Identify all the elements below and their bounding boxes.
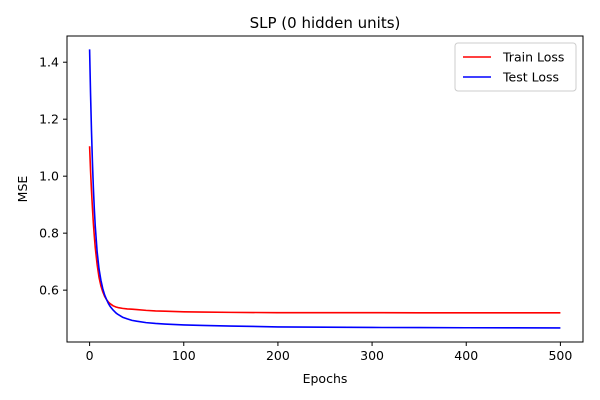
y-tick-label: 1.4 xyxy=(39,55,59,70)
y-axis-label: MSE xyxy=(15,176,30,203)
legend: Train Loss Test Loss xyxy=(454,42,577,92)
chart-title: SLP (0 hidden units) xyxy=(250,14,401,32)
y-tick-label: 0.8 xyxy=(39,226,59,241)
y-tick-label: 0.6 xyxy=(39,283,59,298)
x-axis-label: Epochs xyxy=(303,371,348,386)
legend-box xyxy=(454,42,577,92)
y-axis: 0.6 0.8 1.0 1.2 1.4 xyxy=(39,55,67,298)
series-line-train-loss xyxy=(88,146,561,314)
legend-label-train: Train Loss xyxy=(502,50,564,65)
x-tick-label: 400 xyxy=(454,348,478,363)
x-tick-label: 200 xyxy=(266,348,290,363)
y-tick-label: 1.2 xyxy=(39,112,59,127)
y-tick-label: 1.0 xyxy=(39,169,59,184)
x-axis: 0 100 200 300 400 500 xyxy=(86,342,572,363)
plot-frame xyxy=(66,35,584,343)
series-line-test-loss xyxy=(88,49,561,329)
series-layer xyxy=(88,49,561,329)
x-tick-label: 100 xyxy=(172,348,196,363)
x-tick-label: 500 xyxy=(548,348,572,363)
x-tick-label: 0 xyxy=(86,348,94,363)
legend-label-test: Test Loss xyxy=(502,70,559,85)
x-tick-label: 300 xyxy=(360,348,384,363)
